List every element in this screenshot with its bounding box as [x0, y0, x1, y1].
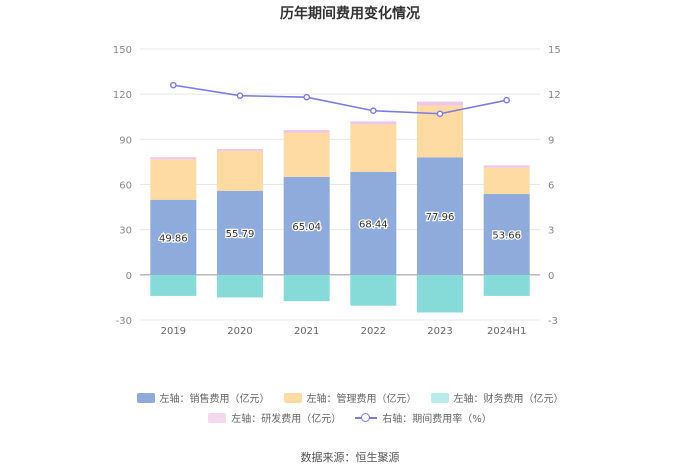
left-axis-tick-label: 0: [126, 271, 132, 282]
left-axis-tick-label: 90: [119, 135, 132, 146]
bar-admin: [483, 167, 530, 195]
data-label-sales: 55.79: [226, 229, 255, 240]
data-label-sales: 68.44: [359, 219, 388, 230]
bar-finance: [483, 274, 530, 296]
data-label-sales: 77.96: [426, 212, 455, 223]
x-axis-tick-label: 2019: [161, 326, 186, 337]
data-label-sales: 53.66: [492, 230, 521, 241]
bar-admin: [217, 150, 263, 191]
legend-swatch-sales: [136, 392, 155, 403]
legend-label-sales: 左轴：销售费用（亿元）: [159, 394, 270, 405]
data-source: 数据来源：恒生聚源: [300, 451, 400, 464]
right-axis-tick-label: 0: [548, 271, 554, 282]
legend-row-2: 左轴：研发费用（亿元） 右轴：期间费用率（%）: [0, 410, 700, 425]
right-axis-tick-label: 3: [548, 226, 554, 237]
chart-title: 历年期间费用变化情况: [280, 6, 420, 22]
bar-sales: [283, 176, 330, 275]
legend-swatch-rnd: [208, 412, 227, 423]
legend-item-finance[interactable]: 左轴：财务费用（亿元）: [430, 390, 564, 405]
legend-item-expense-rate[interactable]: 右轴：期间费用率（%）: [355, 410, 492, 425]
bar-admin: [350, 124, 397, 172]
legend-label-finance: 左轴：财务费用（亿元）: [453, 394, 564, 405]
bar-admin: [283, 132, 330, 177]
bar-finance: [150, 274, 197, 296]
bar-sales: [483, 194, 530, 275]
bar-finance: [417, 274, 463, 313]
bar-finance: [217, 274, 263, 298]
point-expense-rate: [370, 107, 377, 115]
point-expense-rate: [170, 81, 177, 89]
bar-sales: [150, 199, 197, 275]
left-axis-tick-label: 60: [119, 181, 132, 192]
x-axis-tick-label: 2022: [361, 326, 386, 337]
right-axis-tick-label: -3: [548, 316, 558, 327]
legend-label-admin: 左轴：管理费用（亿元）: [306, 394, 417, 405]
data-label-sales: 65.04: [292, 222, 321, 233]
bar-rnd: [283, 130, 330, 133]
left-axis-tick-label: 120: [113, 90, 132, 101]
bar-rnd: [350, 121, 397, 125]
point-expense-rate: [503, 96, 510, 104]
legend-swatch-expense-rate: [355, 412, 378, 423]
left-axis-tick-label: 30: [119, 226, 132, 237]
x-axis-tick-label: 2023: [427, 326, 452, 337]
right-axis-tick-label: 12: [548, 90, 561, 101]
legend-swatch-finance: [430, 392, 449, 403]
left-axis-tick-label: 150: [113, 45, 132, 56]
legend-item-rnd[interactable]: 左轴：研发费用（亿元）: [208, 410, 341, 425]
right-axis-tick-label: 6: [548, 181, 554, 192]
x-axis-tick-label: 2024H1: [487, 326, 526, 337]
chart-plot: 1501209060300-3015129630-349.86201955.79…: [113, 45, 561, 337]
point-expense-rate: [303, 93, 310, 101]
bar-admin: [150, 159, 197, 200]
left-axis-tick-label: -30: [116, 316, 132, 327]
right-axis-tick-label: 15: [548, 45, 561, 56]
point-expense-rate: [236, 92, 244, 99]
bar-finance: [283, 274, 330, 302]
legend-item-sales[interactable]: 左轴：销售费用（亿元）: [136, 390, 270, 405]
bar-rnd: [150, 157, 197, 160]
bar-rnd: [217, 148, 263, 151]
bar-sales: [417, 157, 463, 275]
point-expense-rate: [436, 110, 444, 118]
bar-sales: [350, 171, 397, 275]
legend-item-admin[interactable]: 左轴：管理费用（亿元）: [283, 390, 417, 405]
bar-rnd: [483, 165, 530, 168]
bar-rnd: [417, 101, 463, 106]
x-axis-tick-label: 2020: [227, 326, 252, 337]
legend-swatch-admin: [283, 392, 302, 403]
data-label-sales: 49.86: [159, 233, 188, 244]
bar-finance: [350, 274, 397, 306]
legend-label-expense-rate: 右轴：期间费用率（%）: [382, 414, 492, 425]
x-axis-tick-label: 2021: [294, 326, 319, 337]
legend: 左轴：销售费用（亿元） 左轴：管理费用（亿元） 左轴：财务费用（亿元）: [0, 390, 700, 405]
right-axis-tick-label: 9: [548, 135, 554, 146]
legend-label-rnd: 左轴：研发费用（亿元）: [231, 414, 342, 425]
bar-sales: [217, 190, 263, 275]
line-expense-rate: [173, 84, 507, 115]
